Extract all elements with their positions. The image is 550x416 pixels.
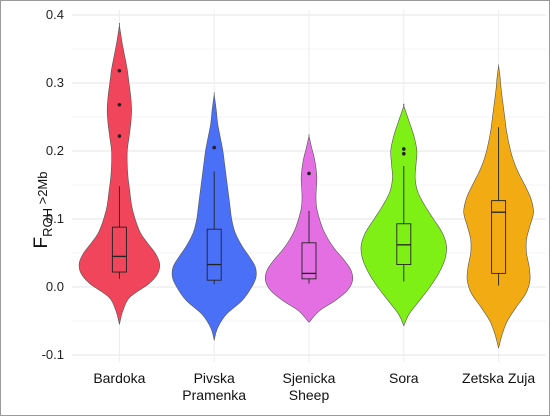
y-tick-label: 0.4: [46, 7, 64, 22]
y-tick-label: -0.1: [42, 347, 64, 362]
y-axis-label-subscript: ROH: [40, 208, 55, 237]
y-tick-label: 0.3: [46, 75, 64, 90]
x-category-label: Zetska Zuja: [462, 370, 535, 386]
x-category-label: Pivska Pramenka: [182, 370, 246, 403]
x-category-label-line: Pramenka: [182, 387, 246, 403]
label-layer: -0.1 0.0 0.1 0.2 0.3 0.4 Bardoka Pivska Pramenka…: [42, 7, 536, 403]
iqr-box: [111, 226, 127, 273]
y-axis-label-suffix: >2Mb: [35, 172, 50, 209]
outlier-point: [307, 171, 311, 176]
y-tick-label: 0.0: [46, 279, 64, 294]
x-category-label-line: Sjenicka: [283, 370, 336, 386]
iqr-box: [206, 228, 222, 281]
grid-layer: [72, 10, 546, 362]
outlier-point: [402, 151, 406, 156]
y-tick-label: 0.1: [46, 211, 64, 226]
x-category-label-line: Sora: [389, 370, 419, 386]
iqr-box: [396, 223, 412, 266]
x-category-label-line: Sheep: [289, 387, 330, 403]
x-category-label-line: Zetska Zuja: [462, 370, 535, 386]
outlier-point: [402, 147, 406, 151]
outlier-point: [117, 102, 122, 107]
violin-1: [78, 22, 160, 325]
y-axis-label-symbol: F: [31, 237, 52, 249]
outlier-point: [212, 145, 216, 150]
iqr-box: [301, 242, 317, 280]
x-category-label: Sora: [389, 370, 419, 386]
x-category-label: Sjenicka Sheep: [283, 370, 336, 403]
x-category-label-line: Pivska: [194, 370, 235, 386]
x-category-label-line: Bardoka: [93, 370, 145, 386]
outlier-point: [117, 68, 122, 73]
x-category-label: Bardoka: [93, 370, 145, 386]
violin-5: [463, 64, 534, 349]
iqr-box: [491, 200, 507, 274]
outlier-point: [117, 134, 122, 138]
y-tick-label: 0.2: [46, 143, 64, 158]
violin-layer: [78, 22, 534, 349]
y-axis-label: FROH >2Mb: [31, 172, 55, 249]
